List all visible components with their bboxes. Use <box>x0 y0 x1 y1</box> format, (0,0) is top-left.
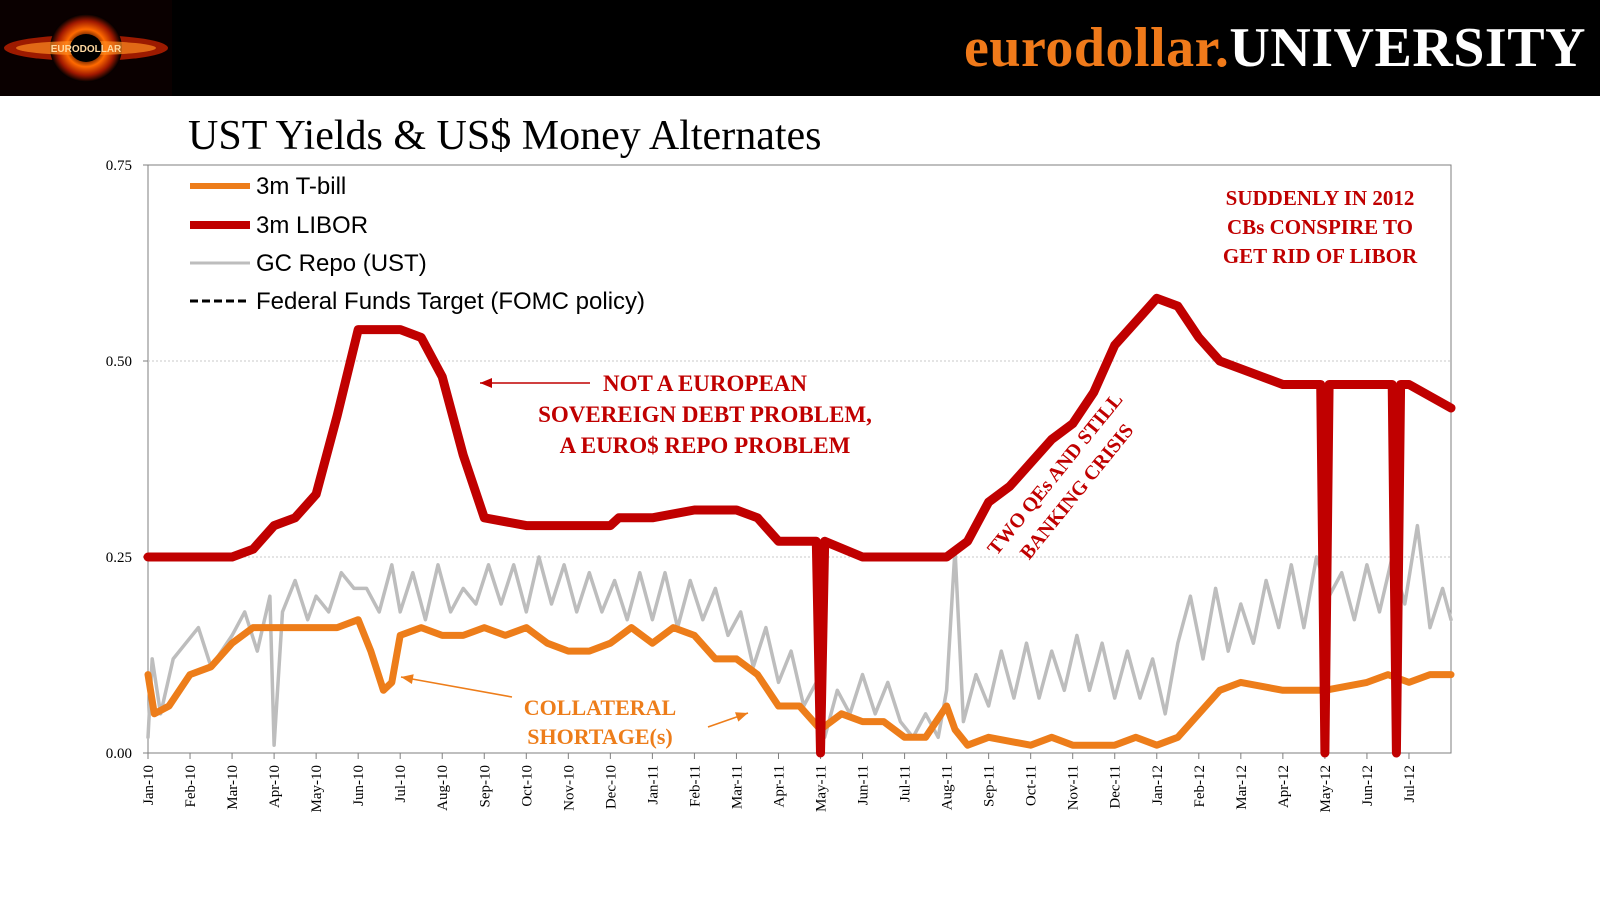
brand-part2: UNIVERSITY <box>1229 17 1586 79</box>
x-tick-label: Apr-12 <box>1276 765 1292 808</box>
svg-text:EURODOLLAR: EURODOLLAR <box>51 44 122 55</box>
y-tick-label: 0.50 <box>106 354 132 370</box>
legend-label: Federal Funds Target (FOMC policy) <box>256 288 645 315</box>
brand-title: eurodollar.UNIVERSITY <box>964 8 1586 88</box>
annotation-line: GET RID OF LIBOR <box>1223 244 1418 268</box>
annotation-suddenly-2012: SUDDENLY IN 2012 CBs CONSPIRE TO GET RID O… <box>1223 186 1418 268</box>
x-tick-label: Dec-11 <box>1108 765 1124 809</box>
chart-title: UST Yields & US$ Money Alternates <box>188 113 822 159</box>
x-tick-label: Oct-11 <box>1024 765 1040 806</box>
arrow-collateral-2 <box>707 712 749 728</box>
x-tick-label: Oct-10 <box>519 765 535 807</box>
x-tick-label: Mar-12 <box>1234 765 1250 810</box>
x-tick-label: Jun-12 <box>1360 765 1376 806</box>
x-tick-label: Jan-12 <box>1150 765 1166 805</box>
y-tick-label: 0.00 <box>106 746 132 762</box>
arrow-not-european <box>480 378 590 388</box>
arrow-collateral-1 <box>400 674 513 698</box>
x-tick-label: Jul-11 <box>898 765 914 802</box>
y-tick-label: 0.75 <box>106 158 132 174</box>
legend-label: GC Repo (UST) <box>256 250 427 277</box>
arrow-head <box>480 378 492 388</box>
legend-label: 3m LIBOR <box>256 212 368 239</box>
annotation-line: CBs CONSPIRE TO <box>1227 215 1413 239</box>
legend-label: 3m T-bill <box>256 173 346 200</box>
legend-item: GC Repo (UST) <box>190 250 427 277</box>
arrow-head <box>735 712 748 722</box>
x-tick-label: Feb-10 <box>183 765 199 808</box>
annotation-line: NOT A EUROPEAN <box>603 371 807 396</box>
series-line-gc-repo <box>146 523 1453 747</box>
x-tick-label: Jul-12 <box>1402 765 1418 803</box>
arrow-shaft <box>400 676 513 698</box>
x-tick-label: Mar-11 <box>729 765 745 809</box>
legend-item: 3m LIBOR <box>190 212 368 239</box>
x-tick-label: Dec-10 <box>603 765 619 809</box>
annotation-line: SOVEREIGN DEBT PROBLEM, <box>538 402 872 427</box>
x-tick-label: Feb-12 <box>1192 765 1208 808</box>
annotation-line: SHORTAGE(s) <box>527 724 673 749</box>
x-tick-label: Jan-11 <box>645 765 661 804</box>
series-line-tbill <box>144 616 1455 749</box>
x-tick-label: Feb-11 <box>687 765 703 807</box>
eurodollar-logo-icon: EURODOLLAR <box>0 0 172 96</box>
x-tick-label: Apr-11 <box>771 765 787 807</box>
header-bar: EURODOLLAR eurodollar.UNIVERSITY <box>0 0 1600 96</box>
x-tick-label: Apr-10 <box>267 765 283 808</box>
x-tick-label: Sep-11 <box>982 765 998 807</box>
x-tick-label: Jun-10 <box>351 765 367 806</box>
series-line-libor <box>143 293 1456 758</box>
arrow-head <box>401 674 414 685</box>
legend-item: Federal Funds Target (FOMC policy) <box>190 288 645 315</box>
annotation-collateral-shortage: COLLATERAL SHORTAGE(s) <box>524 695 676 749</box>
x-tick-label: Jan-10 <box>141 765 157 805</box>
annotation-line: A EURO$ REPO PROBLEM <box>560 433 851 458</box>
x-tick-label: Nov-11 <box>1066 765 1082 810</box>
x-tick-label: Nov-10 <box>561 765 577 811</box>
y-tick-label: 0.25 <box>106 550 132 566</box>
x-tick-label: Jun-11 <box>856 765 872 805</box>
legend-item: 3m T-bill <box>190 173 346 200</box>
x-tick-label: Jul-10 <box>393 765 409 803</box>
x-tick-label: Aug-11 <box>940 765 956 810</box>
annotation-not-european: NOT A EUROPEAN SOVEREIGN DEBT PROBLEM, A E… <box>538 371 872 458</box>
annotation-line: SUDDENLY IN 2012 <box>1226 186 1415 210</box>
x-tick-label: May-12 <box>1318 765 1334 813</box>
brand-part1: eurodollar. <box>964 17 1230 79</box>
x-tick-label: May-10 <box>309 765 325 813</box>
plot-area <box>147 164 1452 754</box>
x-tick-label: Aug-10 <box>435 765 451 811</box>
x-tick-label: Mar-10 <box>225 765 241 810</box>
x-tick-label: May-11 <box>814 765 830 812</box>
annotation-line: COLLATERAL <box>524 695 676 720</box>
x-tick-label: Sep-10 <box>477 765 493 808</box>
